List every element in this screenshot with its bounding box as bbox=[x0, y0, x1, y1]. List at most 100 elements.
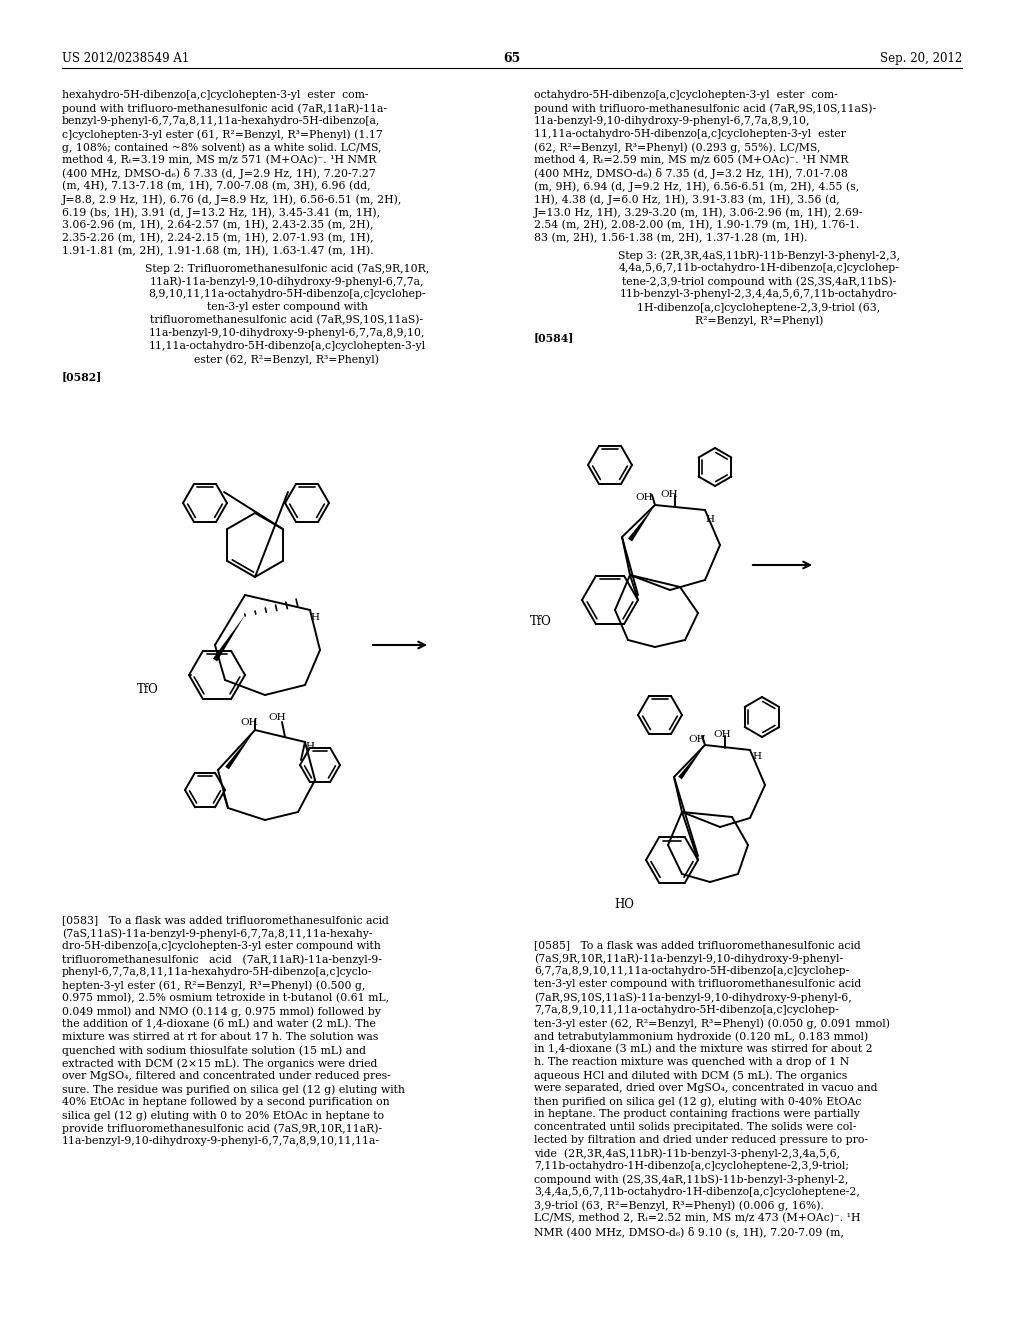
Text: [0584]: [0584] bbox=[534, 333, 574, 343]
Text: 3.06-2.96 (m, 1H), 2.64-2.57 (m, 1H), 2.43-2.35 (m, 2H),: 3.06-2.96 (m, 1H), 2.64-2.57 (m, 1H), 2.… bbox=[62, 220, 374, 231]
Text: quenched with sodium thiosulfate solution (15 mL) and: quenched with sodium thiosulfate solutio… bbox=[62, 1045, 366, 1056]
Text: ten-3-yl ester compound with: ten-3-yl ester compound with bbox=[207, 302, 368, 312]
Text: (400 MHz, DMSO-d₆) δ 7.33 (d, J=2.9 Hz, 1H), 7.20-7.27: (400 MHz, DMSO-d₆) δ 7.33 (d, J=2.9 Hz, … bbox=[62, 168, 376, 180]
Text: 1H-dibenzo[a,c]cycloheptene-2,3,9-triol (63,: 1H-dibenzo[a,c]cycloheptene-2,3,9-triol … bbox=[637, 302, 881, 313]
Polygon shape bbox=[628, 506, 655, 541]
Text: (m, 4H), 7.13-7.18 (m, 1H), 7.00-7.08 (m, 3H), 6.96 (dd,: (m, 4H), 7.13-7.18 (m, 1H), 7.00-7.08 (m… bbox=[62, 181, 371, 191]
Text: aqueous HCl and diluted with DCM (5 mL). The organics: aqueous HCl and diluted with DCM (5 mL).… bbox=[534, 1071, 847, 1081]
Text: octahydro-5H-dibenzo[a,c]cyclohepten-3-yl  ester  com-: octahydro-5H-dibenzo[a,c]cyclohepten-3-y… bbox=[534, 90, 838, 100]
Text: (7aR,9S,10S,11aS)-11a-benzyl-9,10-dihydroxy-9-phenyl-6,: (7aR,9S,10S,11aS)-11a-benzyl-9,10-dihydr… bbox=[534, 993, 852, 1003]
Text: benzyl-9-phenyl-6,7,7a,8,11,11a-hexahydro-5H-dibenzo[a,: benzyl-9-phenyl-6,7,7a,8,11,11a-hexahydr… bbox=[62, 116, 380, 125]
Text: 0.049 mmol) and NMO (0.114 g, 0.975 mmol) followed by: 0.049 mmol) and NMO (0.114 g, 0.975 mmol… bbox=[62, 1006, 381, 1016]
Text: 6,7,7a,8,9,10,11,11a-octahydro-5H-dibenzo[a,c]cyclohep-: 6,7,7a,8,9,10,11,11a-octahydro-5H-dibenz… bbox=[534, 966, 849, 975]
Text: phenyl-6,7,7a,8,11,11a-hexahydro-5H-dibenzo[a,c]cyclo-: phenyl-6,7,7a,8,11,11a-hexahydro-5H-dibe… bbox=[62, 968, 373, 977]
Text: 4,4a,5,6,7,11b-octahydro-1H-dibenzo[a,c]cyclohep-: 4,4a,5,6,7,11b-octahydro-1H-dibenzo[a,c]… bbox=[618, 263, 899, 273]
Text: sure. The residue was purified on silica gel (12 g) eluting with: sure. The residue was purified on silica… bbox=[62, 1084, 404, 1094]
Text: 3,4,4a,5,6,7,11b-octahydro-1H-dibenzo[a,c]cycloheptene-2,: 3,4,4a,5,6,7,11b-octahydro-1H-dibenzo[a,… bbox=[534, 1187, 860, 1197]
Text: R²=Benzyl, R³=Phenyl): R²=Benzyl, R³=Phenyl) bbox=[695, 315, 823, 326]
Text: 11,11a-octahydro-5H-dibenzo[a,c]cyclohepten-3-yl  ester: 11,11a-octahydro-5H-dibenzo[a,c]cyclohep… bbox=[534, 129, 846, 139]
Text: Step 2: Trifluoromethanesulfonic acid (7aS,9R,10R,: Step 2: Trifluoromethanesulfonic acid (7… bbox=[144, 263, 429, 273]
Text: [0583]   To a flask was added trifluoromethanesulfonic acid: [0583] To a flask was added trifluoromet… bbox=[62, 915, 389, 925]
Text: 3,9-triol (63, R²=Benzyl, R³=Phenyl) (0.006 g, 16%).: 3,9-triol (63, R²=Benzyl, R³=Phenyl) (0.… bbox=[534, 1200, 824, 1210]
Text: mixture was stirred at rt for about 17 h. The solution was: mixture was stirred at rt for about 17 h… bbox=[62, 1032, 378, 1041]
Text: hexahydro-5H-dibenzo[a,c]cyclohepten-3-yl  ester  com-: hexahydro-5H-dibenzo[a,c]cyclohepten-3-y… bbox=[62, 90, 369, 100]
Text: OH: OH bbox=[688, 735, 706, 744]
Text: then purified on silica gel (12 g), eluting with 0-40% EtOAc: then purified on silica gel (12 g), elut… bbox=[534, 1096, 861, 1106]
Text: HO: HO bbox=[614, 898, 634, 911]
Text: dro-5H-dibenzo[a,c]cyclohepten-3-yl ester compound with: dro-5H-dibenzo[a,c]cyclohepten-3-yl este… bbox=[62, 941, 381, 950]
Text: 11,11a-octahydro-5H-dibenzo[a,c]cyclohepten-3-yl: 11,11a-octahydro-5H-dibenzo[a,c]cyclohep… bbox=[148, 341, 426, 351]
Text: Step 3: (2R,3R,4aS,11bR)-11b-Benzyl-3-phenyl-2,3,: Step 3: (2R,3R,4aS,11bR)-11b-Benzyl-3-ph… bbox=[617, 249, 900, 260]
Text: 7,11b-octahydro-1H-dibenzo[a,c]cycloheptene-2,3,9-triol;: 7,11b-octahydro-1H-dibenzo[a,c]cyclohept… bbox=[534, 1162, 849, 1171]
Text: concentrated until solids precipitated. The solids were col-: concentrated until solids precipitated. … bbox=[534, 1122, 856, 1133]
Text: H: H bbox=[705, 515, 714, 524]
Text: 8,9,10,11,11a-octahydro-5H-dibenzo[a,c]cyclohep-: 8,9,10,11,11a-octahydro-5H-dibenzo[a,c]c… bbox=[148, 289, 426, 300]
Polygon shape bbox=[678, 744, 705, 779]
Text: h. The reaction mixture was quenched with a drop of 1 N: h. The reaction mixture was quenched wit… bbox=[534, 1057, 849, 1067]
Text: vide  (2R,3R,4aS,11bR)-11b-benzyl-3-phenyl-2,3,4a,5,6,: vide (2R,3R,4aS,11bR)-11b-benzyl-3-pheny… bbox=[534, 1148, 840, 1159]
Text: compound with (2S,3S,4aR,11bS)-11b-benzyl-3-phenyl-2,: compound with (2S,3S,4aR,11bS)-11b-benzy… bbox=[534, 1173, 848, 1184]
Text: (7aS,11aS)-11a-benzyl-9-phenyl-6,7,7a,8,11,11a-hexahy-: (7aS,11aS)-11a-benzyl-9-phenyl-6,7,7a,8,… bbox=[62, 928, 373, 939]
Text: 2.35-2.26 (m, 1H), 2.24-2.15 (m, 1H), 2.07-1.93 (m, 1H),: 2.35-2.26 (m, 1H), 2.24-2.15 (m, 1H), 2.… bbox=[62, 234, 374, 243]
Text: 83 (m, 2H), 1.56-1.38 (m, 2H), 1.37-1.28 (m, 1H).: 83 (m, 2H), 1.56-1.38 (m, 2H), 1.37-1.28… bbox=[534, 234, 808, 243]
Text: H: H bbox=[305, 742, 314, 751]
Text: H: H bbox=[752, 752, 761, 762]
Text: Sep. 20, 2012: Sep. 20, 2012 bbox=[880, 51, 962, 65]
Text: 7,7a,8,9,10,11,11a-octahydro-5H-dibenzo[a,c]cyclohep-: 7,7a,8,9,10,11,11a-octahydro-5H-dibenzo[… bbox=[534, 1005, 839, 1015]
Text: ester (62, R²=Benzyl, R³=Phenyl): ester (62, R²=Benzyl, R³=Phenyl) bbox=[195, 354, 380, 364]
Text: 65: 65 bbox=[504, 51, 520, 65]
Text: 11a-benzyl-9,10-dihydroxy-9-phenyl-6,7,7a,8,9,10,11,11a-: 11a-benzyl-9,10-dihydroxy-9-phenyl-6,7,7… bbox=[62, 1137, 380, 1146]
Text: and tetrabutylammonium hydroxide (0.120 mL, 0.183 mmol): and tetrabutylammonium hydroxide (0.120 … bbox=[534, 1031, 868, 1041]
Text: OH: OH bbox=[240, 718, 258, 727]
Polygon shape bbox=[225, 730, 255, 770]
Text: 11a-benzyl-9,10-dihydroxy-9-phenyl-6,7,7a,8,9,10,: 11a-benzyl-9,10-dihydroxy-9-phenyl-6,7,7… bbox=[534, 116, 811, 125]
Text: extracted with DCM (2×15 mL). The organics were dried: extracted with DCM (2×15 mL). The organi… bbox=[62, 1059, 378, 1069]
Text: LC/MS, method 2, Rₜ=2.52 min, MS m/z 473 (M+OAc)⁻. ¹H: LC/MS, method 2, Rₜ=2.52 min, MS m/z 473… bbox=[534, 1213, 860, 1224]
Text: J=8.8, 2.9 Hz, 1H), 6.76 (d, J=8.9 Hz, 1H), 6.56-6.51 (m, 2H),: J=8.8, 2.9 Hz, 1H), 6.76 (d, J=8.9 Hz, 1… bbox=[62, 194, 402, 205]
Text: 11aR)-11a-benzyl-9,10-dihydroxy-9-phenyl-6,7,7a,: 11aR)-11a-benzyl-9,10-dihydroxy-9-phenyl… bbox=[150, 276, 424, 286]
Text: OH: OH bbox=[635, 492, 652, 502]
Text: TfO: TfO bbox=[530, 615, 552, 628]
Text: 11a-benzyl-9,10-dihydroxy-9-phenyl-6,7,7a,8,9,10,: 11a-benzyl-9,10-dihydroxy-9-phenyl-6,7,7… bbox=[148, 327, 425, 338]
Text: 2.54 (m, 2H), 2.08-2.00 (m, 1H), 1.90-1.79 (m, 1H), 1.76-1.: 2.54 (m, 2H), 2.08-2.00 (m, 1H), 1.90-1.… bbox=[534, 220, 859, 231]
Text: [0585]   To a flask was added trifluoromethanesulfonic acid: [0585] To a flask was added trifluoromet… bbox=[534, 940, 861, 950]
Text: (7aS,9R,10R,11aR)-11a-benzyl-9,10-dihydroxy-9-phenyl-: (7aS,9R,10R,11aR)-11a-benzyl-9,10-dihydr… bbox=[534, 953, 843, 964]
Text: [0582]: [0582] bbox=[62, 371, 102, 381]
Text: were separated, dried over MgSO₄, concentrated in vacuo and: were separated, dried over MgSO₄, concen… bbox=[534, 1082, 878, 1093]
Text: tene-2,3,9-triol compound with (2S,3S,4aR,11bS)-: tene-2,3,9-triol compound with (2S,3S,4a… bbox=[622, 276, 896, 286]
Text: OH: OH bbox=[660, 490, 678, 499]
Text: trifluoromethanesulfonic   acid   (7aR,11aR)-11a-benzyl-9-: trifluoromethanesulfonic acid (7aR,11aR)… bbox=[62, 954, 382, 965]
Text: provide trifluoromethanesulfonic acid (7aS,9R,10R,11aR)-: provide trifluoromethanesulfonic acid (7… bbox=[62, 1123, 382, 1134]
Text: OH: OH bbox=[713, 730, 731, 739]
Text: silica gel (12 g) eluting with 0 to 20% EtOAc in heptane to: silica gel (12 g) eluting with 0 to 20% … bbox=[62, 1110, 384, 1121]
Text: US 2012/0238549 A1: US 2012/0238549 A1 bbox=[62, 51, 189, 65]
Text: OH: OH bbox=[268, 713, 286, 722]
Text: 11b-benzyl-3-phenyl-2,3,4,4a,5,6,7,11b-octahydro-: 11b-benzyl-3-phenyl-2,3,4,4a,5,6,7,11b-o… bbox=[621, 289, 898, 300]
Text: NMR (400 MHz, DMSO-d₆) δ 9.10 (s, 1H), 7.20-7.09 (m,: NMR (400 MHz, DMSO-d₆) δ 9.10 (s, 1H), 7… bbox=[534, 1226, 844, 1237]
Text: the addition of 1,4-dioxane (6 mL) and water (2 mL). The: the addition of 1,4-dioxane (6 mL) and w… bbox=[62, 1019, 376, 1030]
Text: TfO: TfO bbox=[137, 682, 159, 696]
Text: hepten-3-yl ester (61, R²=Benzyl, R³=Phenyl) (0.500 g,: hepten-3-yl ester (61, R²=Benzyl, R³=Phe… bbox=[62, 979, 366, 990]
Text: (400 MHz, DMSO-d₆) δ 7.35 (d, J=3.2 Hz, 1H), 7.01-7.08: (400 MHz, DMSO-d₆) δ 7.35 (d, J=3.2 Hz, … bbox=[534, 168, 848, 180]
Text: in heptane. The product containing fractions were partially: in heptane. The product containing fract… bbox=[534, 1109, 860, 1119]
Text: (m, 9H), 6.94 (d, J=9.2 Hz, 1H), 6.56-6.51 (m, 2H), 4.55 (s,: (m, 9H), 6.94 (d, J=9.2 Hz, 1H), 6.56-6.… bbox=[534, 181, 859, 191]
Text: c]cyclohepten-3-yl ester (61, R²=Benzyl, R³=Phenyl) (1.17: c]cyclohepten-3-yl ester (61, R²=Benzyl,… bbox=[62, 129, 383, 140]
Text: trifluoromethanesulfonic acid (7aR,9S,10S,11aS)-: trifluoromethanesulfonic acid (7aR,9S,10… bbox=[151, 315, 424, 325]
Text: 0.975 mmol), 2.5% osmium tetroxide in t-butanol (0.61 mL,: 0.975 mmol), 2.5% osmium tetroxide in t-… bbox=[62, 993, 389, 1003]
Text: in 1,4-dioxane (3 mL) and the mixture was stirred for about 2: in 1,4-dioxane (3 mL) and the mixture wa… bbox=[534, 1044, 872, 1055]
Text: 1H), 4.38 (d, J=6.0 Hz, 1H), 3.91-3.83 (m, 1H), 3.56 (d,: 1H), 4.38 (d, J=6.0 Hz, 1H), 3.91-3.83 (… bbox=[534, 194, 840, 205]
Text: over MgSO₄, filtered and concentrated under reduced pres-: over MgSO₄, filtered and concentrated un… bbox=[62, 1071, 391, 1081]
Text: ten-3-yl ester (62, R²=Benzyl, R³=Phenyl) (0.050 g, 0.091 mmol): ten-3-yl ester (62, R²=Benzyl, R³=Phenyl… bbox=[534, 1018, 890, 1028]
Text: lected by filtration and dried under reduced pressure to pro-: lected by filtration and dried under red… bbox=[534, 1135, 868, 1144]
Text: 1.91-1.81 (m, 2H), 1.91-1.68 (m, 1H), 1.63-1.47 (m, 1H).: 1.91-1.81 (m, 2H), 1.91-1.68 (m, 1H), 1.… bbox=[62, 246, 374, 256]
Text: (62, R²=Benzyl, R³=Phenyl) (0.293 g, 55%). LC/MS,: (62, R²=Benzyl, R³=Phenyl) (0.293 g, 55%… bbox=[534, 143, 820, 153]
Text: 40% EtOAc in heptane followed by a second purification on: 40% EtOAc in heptane followed by a secon… bbox=[62, 1097, 389, 1107]
Polygon shape bbox=[213, 615, 245, 661]
Text: 6.19 (bs, 1H), 3.91 (d, J=13.2 Hz, 1H), 3.45-3.41 (m, 1H),: 6.19 (bs, 1H), 3.91 (d, J=13.2 Hz, 1H), … bbox=[62, 207, 380, 218]
Text: pound with trifluoro-methanesulfonic acid (7aR,11aR)-11a-: pound with trifluoro-methanesulfonic aci… bbox=[62, 103, 387, 114]
Text: ten-3-yl ester compound with trifluoromethanesulfonic acid: ten-3-yl ester compound with trifluorome… bbox=[534, 979, 861, 989]
Text: g, 108%; contained ~8% solvent) as a white solid. LC/MS,: g, 108%; contained ~8% solvent) as a whi… bbox=[62, 143, 382, 153]
Text: pound with trifluoro-methanesulfonic acid (7aR,9S,10S,11aS)-: pound with trifluoro-methanesulfonic aci… bbox=[534, 103, 877, 114]
Text: method 4, Rₜ=2.59 min, MS m/z 605 (M+OAc)⁻. ¹H NMR: method 4, Rₜ=2.59 min, MS m/z 605 (M+OAc… bbox=[534, 154, 848, 165]
Text: method 4, Rₜ=3.19 min, MS m/z 571 (M+OAc)⁻. ¹H NMR: method 4, Rₜ=3.19 min, MS m/z 571 (M+OAc… bbox=[62, 154, 377, 165]
